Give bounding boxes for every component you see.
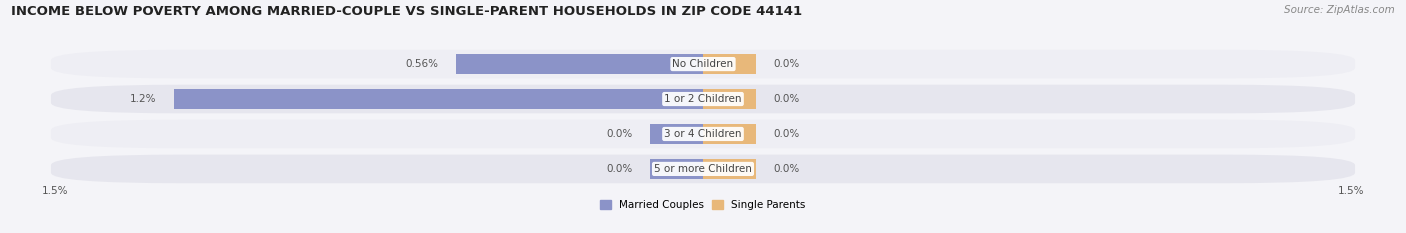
- Text: INCOME BELOW POVERTY AMONG MARRIED-COUPLE VS SINGLE-PARENT HOUSEHOLDS IN ZIP COD: INCOME BELOW POVERTY AMONG MARRIED-COUPL…: [11, 5, 803, 18]
- Text: Source: ZipAtlas.com: Source: ZipAtlas.com: [1284, 5, 1395, 15]
- Text: No Children: No Children: [672, 59, 734, 69]
- Text: 0.56%: 0.56%: [406, 59, 439, 69]
- Bar: [457, 55, 703, 74]
- Text: 0.0%: 0.0%: [773, 129, 800, 139]
- FancyBboxPatch shape: [51, 120, 1355, 148]
- Bar: [703, 159, 756, 178]
- Bar: [703, 124, 756, 144]
- Text: 1.2%: 1.2%: [131, 94, 156, 104]
- FancyBboxPatch shape: [51, 155, 1355, 183]
- FancyBboxPatch shape: [51, 85, 1355, 113]
- Text: 1.5%: 1.5%: [42, 186, 69, 196]
- Text: 0.0%: 0.0%: [773, 94, 800, 104]
- Text: 0.0%: 0.0%: [773, 59, 800, 69]
- Text: 0.0%: 0.0%: [606, 129, 633, 139]
- Bar: [650, 124, 703, 144]
- Bar: [650, 159, 703, 178]
- Text: 0.0%: 0.0%: [773, 164, 800, 174]
- FancyBboxPatch shape: [51, 50, 1355, 78]
- Text: 1.5%: 1.5%: [1337, 186, 1364, 196]
- Bar: [703, 89, 756, 109]
- Text: 3 or 4 Children: 3 or 4 Children: [664, 129, 742, 139]
- Legend: Married Couples, Single Parents: Married Couples, Single Parents: [599, 198, 807, 212]
- Bar: [703, 55, 756, 74]
- Text: 1 or 2 Children: 1 or 2 Children: [664, 94, 742, 104]
- Text: 5 or more Children: 5 or more Children: [654, 164, 752, 174]
- Bar: [174, 89, 703, 109]
- Text: 0.0%: 0.0%: [606, 164, 633, 174]
